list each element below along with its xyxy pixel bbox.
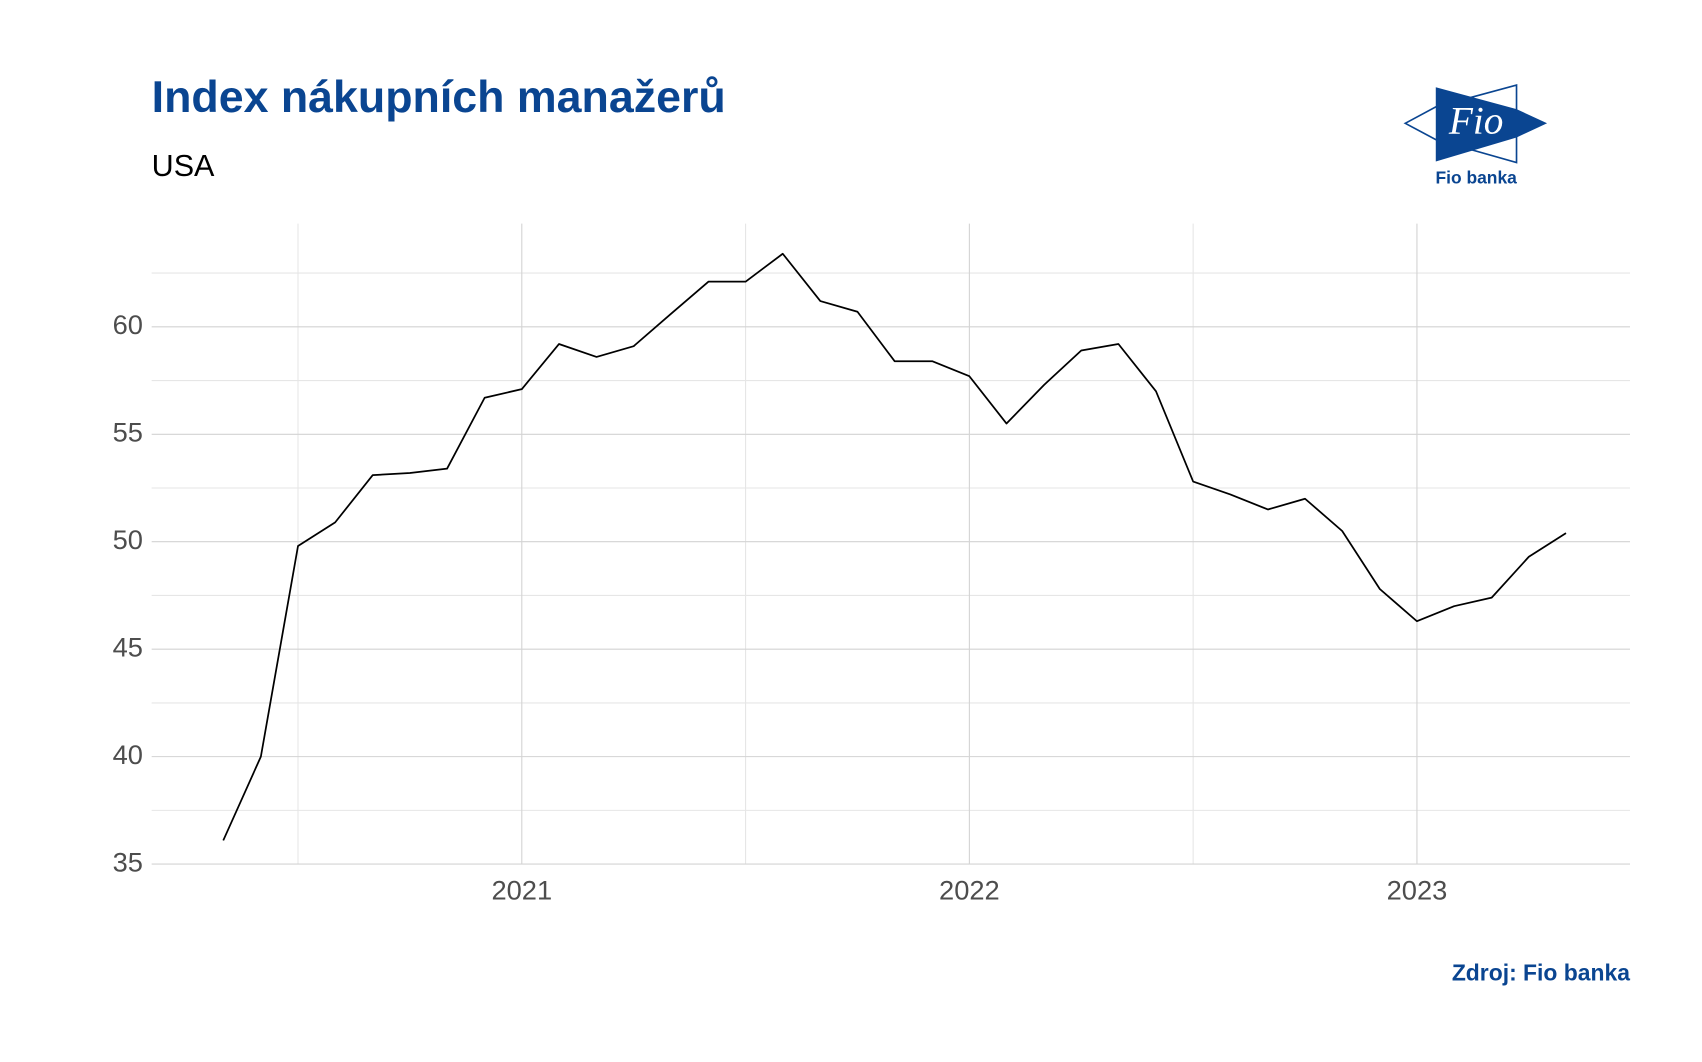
logo-text: Fio banka <box>1435 168 1517 188</box>
chart-title: Index nákupních manažerů <box>152 73 726 122</box>
y-tick-label: 50 <box>113 524 143 555</box>
y-tick-label: 55 <box>113 416 143 447</box>
logo-shape <box>1435 87 1548 162</box>
chart-subtitle: USA <box>152 149 215 183</box>
data-line <box>222 252 1567 841</box>
x-tick-label: 2023 <box>1387 875 1448 906</box>
y-tick-label: 45 <box>113 631 143 662</box>
y-tick-label: 60 <box>113 309 143 340</box>
source: Zdroj: Fio banka <box>1452 959 1630 985</box>
y-tick-label: 40 <box>113 739 143 770</box>
x-tick-label: 2021 <box>491 875 552 906</box>
logo-mark: Fio <box>1448 99 1504 142</box>
x-tick-label: 2022 <box>939 875 1000 906</box>
y-tick-label: 35 <box>113 846 143 877</box>
logo: Fio Fio banka <box>1403 84 1548 188</box>
